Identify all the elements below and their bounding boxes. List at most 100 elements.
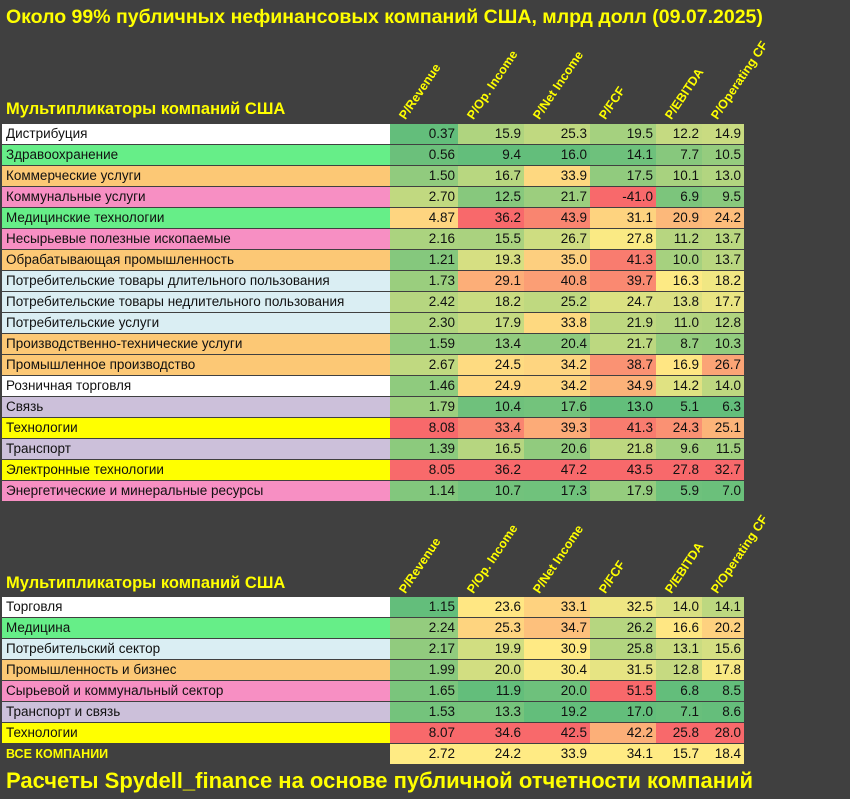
- value-cell: 14.0: [702, 376, 744, 396]
- sector-label: Здравоохранение: [2, 145, 390, 165]
- sector-label: Потребительские услуги: [2, 313, 390, 333]
- value-cell: 8.5: [702, 681, 744, 701]
- value-cell: 21.7: [590, 334, 656, 354]
- table-row: Здравоохранение 0.56 9.4 16.0 14.1 7.7 10.5: [2, 145, 744, 165]
- value-cell: 26.7: [524, 229, 590, 249]
- value-cell: 38.7: [590, 355, 656, 375]
- value-cell: 1.59: [390, 334, 458, 354]
- value-cell: 0.56: [390, 145, 458, 165]
- value-cell: 16.7: [458, 166, 524, 186]
- value-cell: 24.2: [702, 208, 744, 228]
- value-cell: 18.2: [458, 292, 524, 312]
- value-cell: 18.2: [702, 271, 744, 291]
- value-cell: 17.6: [524, 397, 590, 417]
- total-label: ВСЕ КОМПАНИИ: [6, 747, 109, 761]
- value-cell: 12.8: [656, 660, 702, 680]
- value-cell: 17.9: [590, 481, 656, 501]
- value-cell: 2.72: [390, 744, 458, 764]
- value-cell: 36.2: [458, 460, 524, 480]
- value-cell: 34.6: [458, 723, 524, 743]
- value-cell: 20.2: [702, 618, 744, 638]
- sector-label: Промышленность и бизнес: [2, 660, 390, 680]
- value-cell: 25.8: [656, 723, 702, 743]
- value-cell: 19.2: [524, 702, 590, 722]
- value-cell: 1.99: [390, 660, 458, 680]
- value-cell: 34.7: [524, 618, 590, 638]
- value-cell: 11.9: [458, 681, 524, 701]
- sector-label: Обрабатывающая промышленность: [2, 250, 390, 270]
- value-cell: 31.1: [590, 208, 656, 228]
- table-row: Промышленность и бизнес 1.99 20.0 30.4 31.5 1…: [2, 660, 744, 680]
- value-cell: 1.73: [390, 271, 458, 291]
- value-cell: 21.9: [590, 313, 656, 333]
- value-cell: 4.87: [390, 208, 458, 228]
- value-cell: 25.1: [702, 418, 744, 438]
- value-cell: 16.3: [656, 271, 702, 291]
- value-cell: 13.4: [458, 334, 524, 354]
- value-cell: 14.1: [702, 597, 744, 617]
- value-cell: 11.5: [702, 439, 744, 459]
- value-cell: 16.6: [656, 618, 702, 638]
- value-cell: 25.8: [590, 639, 656, 659]
- value-cell: 6.8: [656, 681, 702, 701]
- value-cell: 33.1: [524, 597, 590, 617]
- value-cell: 33.9: [524, 166, 590, 186]
- table-row: Сырьевой и коммунальный сектор 1.65 11.9 20…: [2, 681, 744, 701]
- value-cell: 2.42: [390, 292, 458, 312]
- value-cell: 11.2: [656, 229, 702, 249]
- total-row: ВСЕ КОМПАНИИ 2.72 24.2 33.9 34.1 15.7 18.4: [2, 744, 744, 764]
- value-cell: 24.9: [458, 376, 524, 396]
- value-cell: 33.4: [458, 418, 524, 438]
- value-cell: 21.7: [524, 187, 590, 207]
- value-cell: 8.05: [390, 460, 458, 480]
- value-cell: 10.7: [458, 481, 524, 501]
- value-cell: 1.79: [390, 397, 458, 417]
- table-row: Энергетические и минеральные ресурсы 1.14…: [2, 481, 744, 501]
- value-cell: 17.0: [590, 702, 656, 722]
- value-cell: 34.1: [590, 744, 656, 764]
- value-cell: 17.9: [458, 313, 524, 333]
- value-cell: 17.7: [702, 292, 744, 312]
- sector-label: Медицина: [2, 618, 390, 638]
- table-title: Мультипликаторы компаний США: [6, 100, 286, 118]
- table-row: Промышленное производство 2.67 24.5 34.2 38.…: [2, 355, 744, 375]
- sector-label: Потребительские товары длительного польз…: [2, 271, 390, 291]
- value-cell: 5.1: [656, 397, 702, 417]
- sector-label: Производственно-технические услуги: [2, 334, 390, 354]
- value-cell: 9.6: [656, 439, 702, 459]
- value-cell: 13.0: [702, 166, 744, 186]
- table-row: Медицина 2.24 25.3 34.7 26.2 16.6 20.2: [2, 618, 744, 638]
- value-cell: 1.14: [390, 481, 458, 501]
- sector-label: Дистрибуция: [2, 124, 390, 144]
- sector-label: Сырьевой и коммунальный сектор: [2, 681, 390, 701]
- value-cell: 16.0: [524, 145, 590, 165]
- value-cell: 10.4: [458, 397, 524, 417]
- table-row: Транспорт и связь 1.53 13.3 19.2 17.0 7.1 8.6: [2, 702, 744, 722]
- value-cell: 2.24: [390, 618, 458, 638]
- value-cell: 16.5: [458, 439, 524, 459]
- value-cell: 2.17: [390, 639, 458, 659]
- value-cell: 20.9: [656, 208, 702, 228]
- table-row: Технологии 8.07 34.6 42.5 42.2 25.8 28.0: [2, 723, 744, 743]
- value-cell: 27.8: [590, 229, 656, 249]
- value-cell: 15.9: [458, 124, 524, 144]
- sector-label: Торговля: [2, 597, 390, 617]
- value-cell: 1.39: [390, 439, 458, 459]
- value-cell: 15.5: [458, 229, 524, 249]
- sector-label: Транспорт и связь: [2, 702, 390, 722]
- value-cell: 42.5: [524, 723, 590, 743]
- value-cell: 17.8: [702, 660, 744, 680]
- sector-label: Несырьевые полезные ископаемые: [2, 229, 390, 249]
- value-cell: 12.2: [656, 124, 702, 144]
- value-cell: 13.3: [458, 702, 524, 722]
- value-cell: 14.2: [656, 376, 702, 396]
- value-cell: 10.1: [656, 166, 702, 186]
- value-cell: 39.7: [590, 271, 656, 291]
- sector-label: Розничная торговля: [2, 376, 390, 396]
- table-title: Мультипликаторы компаний США: [6, 574, 286, 592]
- value-cell: 15.7: [656, 744, 702, 764]
- value-cell: 1.50: [390, 166, 458, 186]
- table-row: Медицинские технологии 4.87 36.2 43.9 31.1 20…: [2, 208, 744, 228]
- value-cell: 1.65: [390, 681, 458, 701]
- table-row: Потребительский сектор 2.17 19.9 30.9 25.8 13…: [2, 639, 744, 659]
